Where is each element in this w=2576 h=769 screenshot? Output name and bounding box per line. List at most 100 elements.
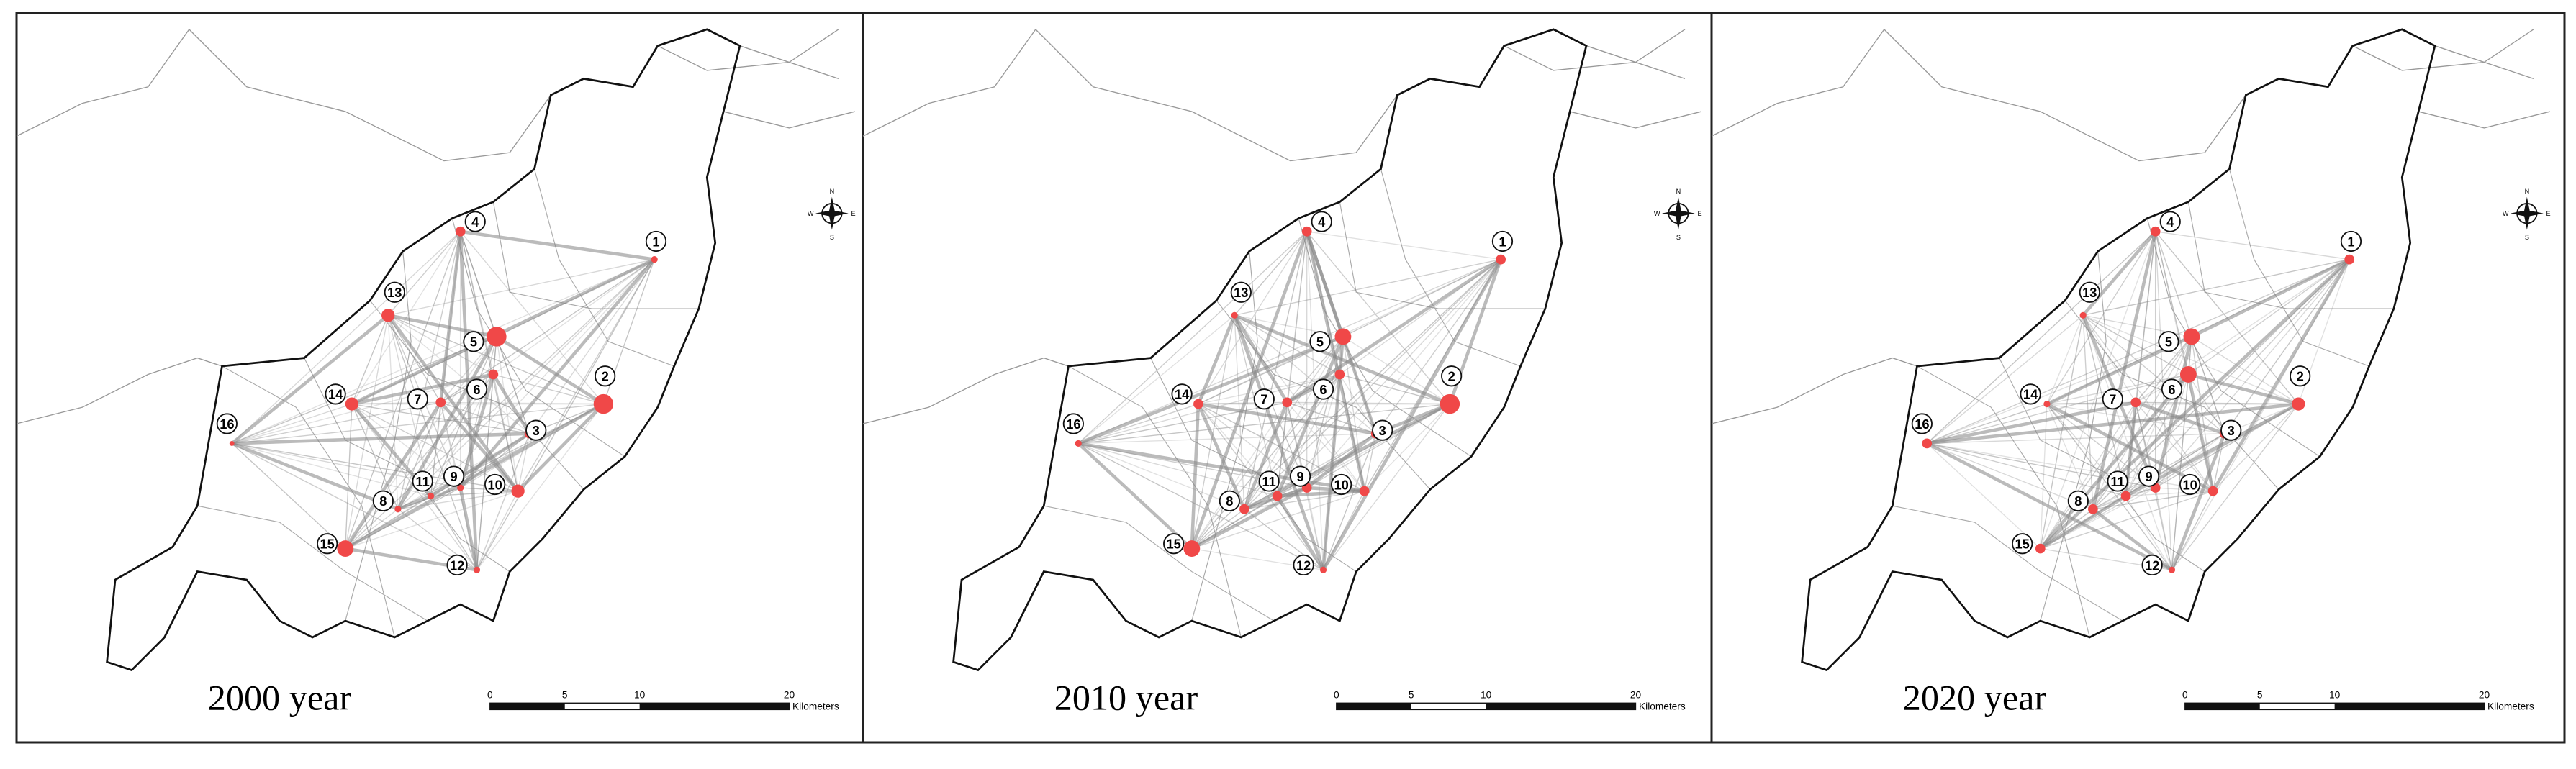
node-badge (463, 331, 484, 352)
node-dot (2043, 401, 2051, 408)
flow-line (388, 258, 655, 316)
flow-line (351, 373, 494, 406)
flow-line (1322, 491, 1365, 570)
flow-line (2191, 336, 2225, 434)
flow-line (2082, 314, 2136, 403)
flow-line (492, 373, 531, 434)
node-badge (2107, 470, 2128, 492)
region-boundary (723, 111, 856, 129)
flow-line (1926, 442, 2094, 510)
flow-line (2155, 231, 2350, 260)
node-dot (1282, 397, 1293, 408)
flow-line (2213, 404, 2299, 492)
region-boundary (1035, 29, 1398, 162)
node-label: 7 (2109, 392, 2116, 407)
flow-line (1342, 336, 1377, 434)
node-label: 15 (320, 537, 335, 552)
node-badge (1258, 470, 1280, 492)
node-badge (317, 533, 338, 555)
node-label: 3 (533, 423, 540, 438)
flow-line (440, 336, 497, 403)
flow-line (1306, 231, 1450, 405)
node-label: 5 (2165, 335, 2172, 350)
region-boundary (1569, 111, 1702, 129)
node-badge (1331, 473, 1352, 496)
flow-line (1196, 314, 1237, 405)
flow-line (1077, 442, 1324, 570)
node-badge (2158, 331, 2179, 352)
flow-line (1198, 402, 1376, 435)
node-badge (2102, 388, 2123, 410)
flow-line (1077, 442, 1245, 510)
region-boundary (657, 29, 839, 71)
flow-line (1342, 336, 1365, 491)
flow-line (1927, 442, 2213, 492)
flow-line (1191, 315, 1235, 549)
flow-line (232, 442, 431, 497)
region-boundary (2352, 29, 2534, 71)
node-label: 16 (220, 417, 234, 432)
scale-tick-label: 20 (784, 689, 795, 700)
flow-line (2046, 404, 2094, 510)
flow-line (2224, 259, 2350, 434)
flow-line (344, 402, 605, 550)
flow-line (1191, 433, 1376, 550)
scale-tick-label: 0 (2182, 689, 2188, 700)
node-badge (412, 470, 433, 492)
flow-line (351, 403, 530, 434)
flow-line (232, 403, 604, 445)
flow-line (1077, 231, 1308, 444)
node-badge (1062, 413, 1084, 434)
district-boundary (1339, 201, 1545, 309)
scale-tick-label: 0 (1334, 689, 1339, 700)
flow-line (1363, 433, 1377, 491)
flow-line (1244, 495, 1278, 510)
node-label: 1 (2347, 234, 2354, 249)
flow-line (351, 404, 399, 510)
flow-line (387, 315, 478, 570)
node-badge (372, 490, 394, 511)
flow-line (1233, 314, 1289, 404)
node-badge (1372, 419, 1393, 441)
node-dot (229, 440, 235, 446)
compass-e: E (851, 210, 856, 217)
flow-line (1286, 336, 1344, 403)
node-label: 15 (1167, 537, 1181, 552)
flow-line (2082, 315, 2094, 509)
node-label: 5 (1316, 335, 1324, 350)
panel-label: 2010 year (1054, 677, 1198, 717)
flow-line (476, 259, 655, 570)
node-badge (1230, 281, 1252, 303)
flow-line (1078, 401, 1288, 445)
node-label: 1 (652, 234, 659, 249)
flow-line (345, 404, 353, 549)
node-label: 12 (2145, 558, 2159, 573)
flow-line (2135, 231, 2156, 403)
flow-line (1078, 433, 1376, 445)
flow-line (1191, 336, 1344, 549)
flow-line (231, 258, 655, 445)
scale-tick-label: 10 (1481, 689, 1492, 700)
district-boundary (1044, 505, 1275, 622)
flow-line (2046, 404, 2156, 488)
node-badge (466, 378, 488, 400)
flow-line (1375, 259, 1501, 434)
flow-line (2040, 490, 2213, 550)
flow-line (476, 433, 530, 570)
scale-unit: Kilometers (2487, 701, 2534, 711)
node-dot (1359, 486, 1370, 496)
flow-line (1190, 486, 1308, 550)
flow-line (2040, 315, 2084, 549)
compass-n: N (2525, 188, 2530, 195)
node-label: 2 (1448, 369, 1455, 384)
node-dot (345, 397, 359, 411)
node-dot (487, 327, 507, 347)
flow-line (2125, 433, 2225, 497)
flow-line (1286, 401, 1365, 492)
region-boundary (2418, 111, 2551, 129)
flow-line (1322, 404, 1450, 570)
compass-s: S (2525, 234, 2529, 241)
flow-line (2046, 314, 2084, 404)
flow-line (345, 259, 655, 550)
flow-line (1234, 314, 1377, 434)
